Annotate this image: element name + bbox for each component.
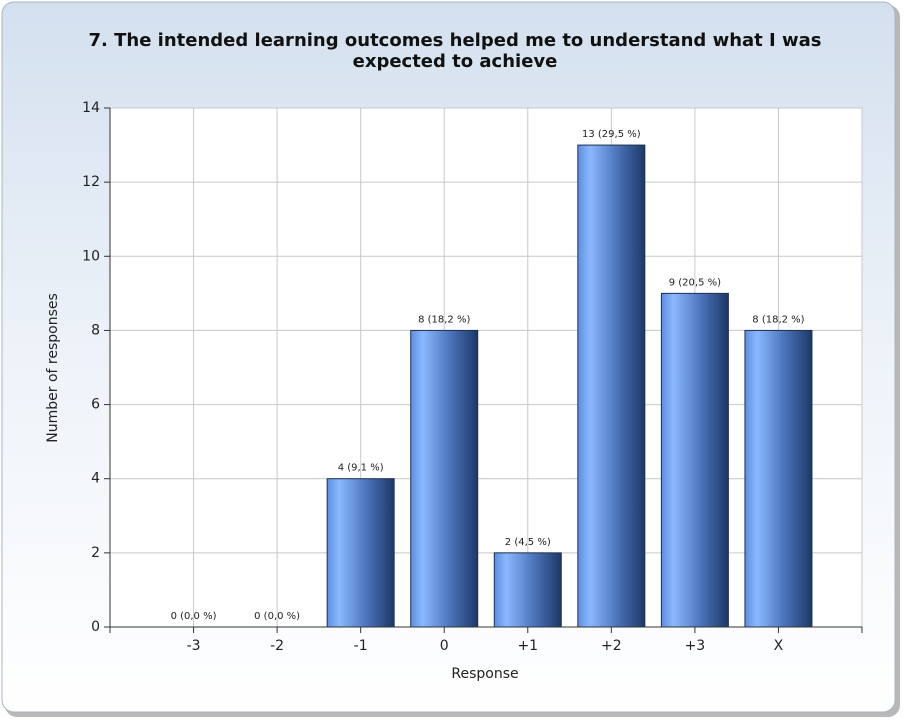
x-tick-label: X: [774, 638, 784, 654]
data-label: 2 (4,5 %): [505, 537, 551, 548]
bar: [326, 478, 395, 628]
x-tick-label: +2: [601, 638, 622, 654]
y-tick-label: 8: [91, 322, 100, 338]
data-label: 8 (18,2 %): [752, 314, 804, 325]
data-label: 0 (0,0 %): [171, 611, 217, 622]
x-axis-label: Response: [451, 666, 518, 682]
y-tick-label: 4: [91, 471, 100, 487]
x-tick-label: -1: [354, 638, 368, 654]
x-tick-label: +3: [685, 638, 706, 654]
x-tick-label: +1: [517, 638, 538, 654]
data-label: 9 (20,5 %): [669, 277, 721, 288]
data-label: 4 (9,1 %): [338, 463, 384, 474]
y-tick-label: 14: [82, 100, 100, 116]
y-tick-label: 6: [91, 397, 100, 413]
y-tick-label: 0: [91, 619, 100, 635]
y-axis-label: Number of responses: [45, 293, 61, 443]
y-tick-label: 2: [91, 545, 100, 561]
x-tick-label: -2: [270, 638, 284, 654]
data-label: 0 (0,0 %): [254, 611, 300, 622]
bar: [493, 552, 562, 628]
plot-area: [110, 108, 862, 627]
bar: [660, 292, 729, 628]
y-tick-label: 10: [82, 248, 100, 264]
bar: [744, 329, 813, 628]
x-tick-label: -3: [187, 638, 201, 654]
x-tick-label: 0: [440, 638, 449, 654]
bar: [410, 329, 479, 628]
bar: [577, 144, 646, 628]
y-tick-label: 12: [82, 174, 100, 190]
chart-title: 7. The intended learning outcomes helped…: [88, 30, 822, 72]
data-label: 13 (29,5 %): [582, 129, 641, 140]
data-label: 8 (18,2 %): [418, 314, 470, 325]
